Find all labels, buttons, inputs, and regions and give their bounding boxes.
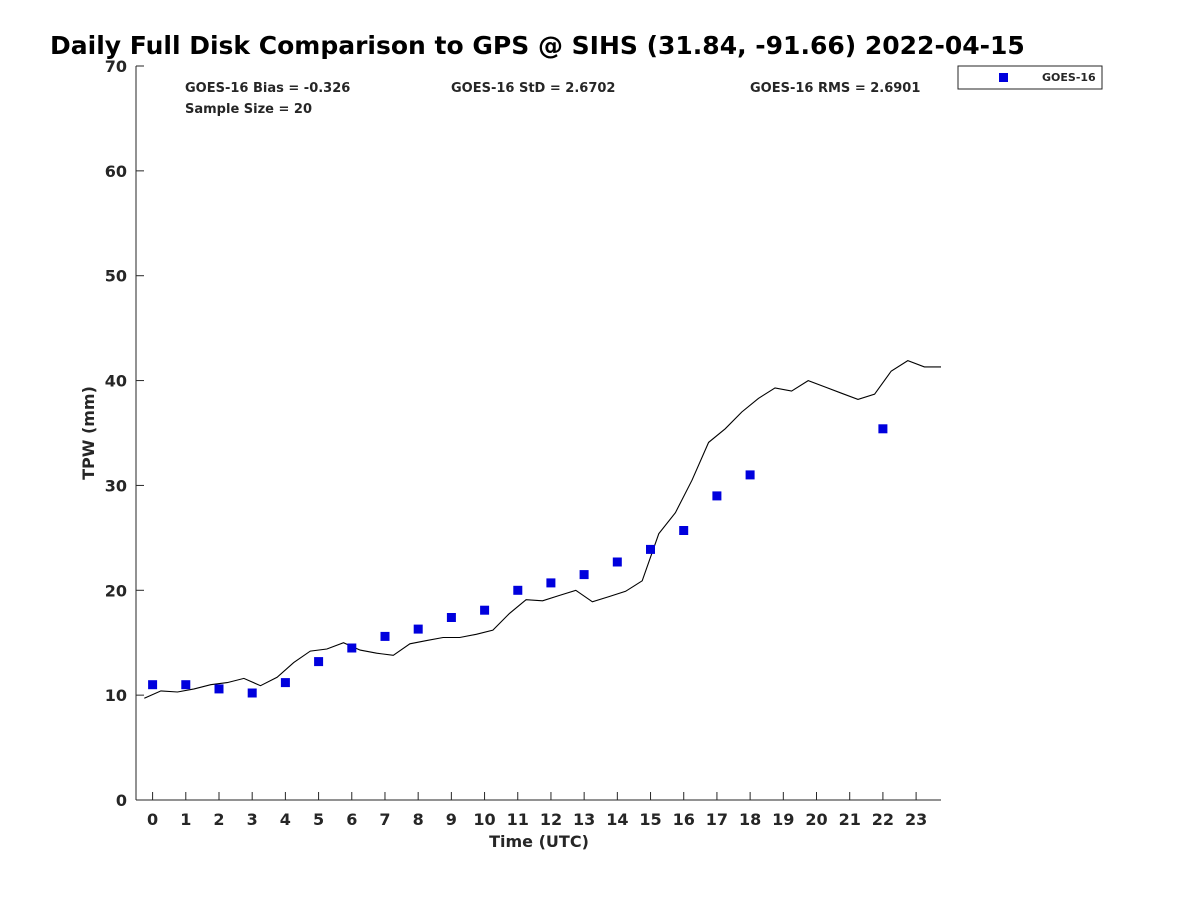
x-tick-label: 19 [772,810,794,829]
x-tick-label: 1 [180,810,191,829]
x-tick-label: 0 [147,810,158,829]
x-tick-label: 11 [507,810,529,829]
chart-title: Daily Full Disk Comparison to GPS @ SIHS… [50,31,1025,60]
x-tick-label: 20 [805,810,827,829]
goes16-point [646,544,655,554]
x-tick-label: 5 [313,810,324,829]
x-tick-label: 3 [247,810,258,829]
x-tick-label: 8 [413,810,424,829]
goes16-point [513,585,523,595]
gps-series [144,359,941,699]
stat-sample-size: Sample Size = 20 [185,102,312,117]
goes16-point [380,631,390,641]
goes16-point [612,557,622,567]
goes16-point [546,578,556,588]
legend-marker-goes16 [999,73,1008,82]
y-tick-label: 40 [105,372,127,391]
x-tick-label: 10 [473,810,495,829]
x-tick-label: 18 [739,810,761,829]
gps-line [144,359,941,699]
x-tick-label: 22 [872,810,894,829]
x-ticks: 0 1 2 3 4 5 6 7 8 9 10 11 12 13 14 15 16 17 18 19 20 21 22 23 [147,792,927,829]
y-tick-label: 60 [105,162,127,181]
goes16-point [181,680,191,690]
goes16-point [712,491,722,501]
goes16-point [480,605,490,615]
legend: GOES-16 [957,65,1103,90]
goes16-point [413,624,423,634]
legend-label-goes16: GOES-16 [1042,71,1096,84]
goes16-point [745,470,755,480]
x-tick-label: 23 [905,810,927,829]
x-tick-label: 16 [673,810,695,829]
x-tick-label: 12 [540,810,562,829]
stats-annotations: GOES-16 Bias = -0.326 GOES-16 StD = 2.67… [185,81,920,117]
goes16-point [280,678,290,688]
x-tick-label: 6 [346,810,357,829]
x-tick-label: 9 [446,810,457,829]
stat-std: GOES-16 StD = 2.6702 [451,81,615,96]
y-tick-label: 20 [105,581,127,600]
x-tick-label: 13 [573,810,595,829]
x-tick-label: 2 [213,810,224,829]
x-tick-label: 4 [280,810,291,829]
goes16-point [579,570,589,580]
legend-box [957,65,1103,90]
goes16-point [314,657,324,667]
goes16-point [347,643,357,653]
goes16-point [247,688,257,698]
x-tick-label: 15 [639,810,661,829]
y-tick-label: 70 [105,57,127,76]
goes16-series [148,424,888,698]
y-tick-label: 0 [116,791,127,810]
axes [135,66,941,801]
x-tick-label: 21 [839,810,861,829]
stat-bias: GOES-16 Bias = -0.326 [185,81,350,96]
x-tick-label: 17 [706,810,728,829]
y-tick-label: 10 [105,686,127,705]
x-tick-label: 7 [379,810,390,829]
y-tick-label: 50 [105,267,127,286]
x-tick-label: 14 [606,810,628,829]
y-axis-label: TPW (mm) [79,386,98,480]
goes16-point [679,526,689,535]
y-tick-label: 30 [105,476,127,495]
stat-rms: GOES-16 RMS = 2.6901 [750,81,920,96]
y-ticks: 0 10 20 30 40 50 60 70 [105,57,144,810]
goes16-point [148,680,158,690]
x-axis-label: Time (UTC) [489,832,589,851]
goes16-point [878,424,888,434]
goes16-point [214,684,224,694]
goes16-point [446,613,456,622]
